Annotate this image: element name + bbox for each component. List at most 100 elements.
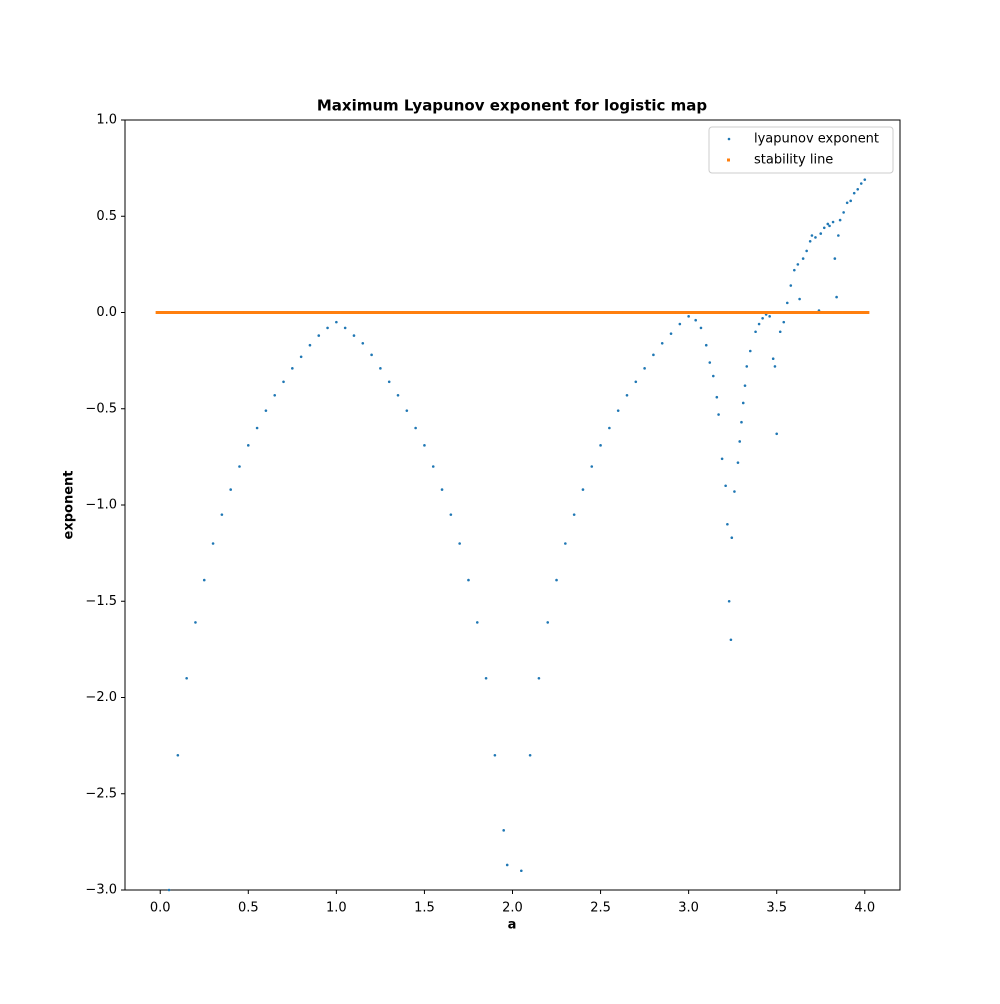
scatter-point — [728, 311, 738, 314]
scatter-point — [837, 234, 840, 237]
scatter-point — [798, 297, 801, 301]
scatter-point — [822, 226, 826, 230]
scatter-point — [648, 311, 659, 314]
scatter-point — [481, 311, 491, 314]
scatter-point — [740, 420, 743, 424]
plot-frame — [124, 119, 901, 891]
scatter-point — [176, 753, 180, 757]
scatter-point — [763, 311, 773, 314]
scatter-point — [780, 311, 791, 314]
scatter-point — [458, 542, 461, 545]
scatter-point — [384, 311, 394, 314]
scatter-point — [402, 311, 412, 314]
scatter-point — [446, 311, 456, 314]
y-tick-label: 0.0 — [96, 305, 117, 320]
scatter-point — [819, 232, 823, 235]
scatter-point — [669, 332, 673, 335]
legend-label: lyapunov exponent — [754, 132, 879, 147]
scatter-point — [724, 484, 727, 488]
scatter-point — [246, 444, 250, 447]
scatter-point — [616, 409, 620, 412]
scatter-point — [773, 365, 777, 368]
scatter-point — [771, 357, 775, 361]
scatter-point — [757, 322, 761, 326]
scatter-point — [282, 380, 285, 384]
scatter-point — [252, 311, 262, 314]
scatter-point — [778, 330, 782, 334]
scatter-point — [525, 311, 535, 314]
scatter-point — [587, 311, 597, 314]
scatter-point — [625, 393, 629, 397]
scatter-point — [736, 311, 747, 314]
scatter-point — [710, 311, 720, 314]
scatter-point — [842, 311, 852, 314]
scatter-point — [704, 343, 708, 347]
scatter-point — [692, 311, 703, 314]
scatter-point — [578, 311, 588, 314]
scatter-point — [808, 239, 812, 243]
scatter-point — [270, 311, 280, 314]
scatter-point — [564, 542, 567, 545]
scatter-point — [505, 863, 509, 867]
scatter-point — [842, 211, 845, 214]
scatter-point — [729, 638, 733, 642]
scatter-point — [613, 311, 623, 314]
scatter-point — [194, 621, 197, 624]
scatter-point — [833, 257, 837, 260]
x-axis-label: a — [508, 918, 517, 933]
scatter-point — [738, 440, 742, 443]
scatter-point — [299, 355, 303, 359]
legend-marker — [727, 158, 730, 162]
scatter-point — [475, 621, 479, 624]
scatter-point — [314, 311, 324, 314]
scatter-point — [796, 263, 800, 266]
x-tick-label: 2.5 — [590, 901, 611, 916]
legend-label: stability line — [754, 153, 833, 168]
scatter-point — [711, 374, 715, 378]
scatter-point — [699, 326, 703, 330]
scatter-point — [428, 311, 438, 314]
scatter-point — [859, 182, 863, 185]
scatter-point — [604, 311, 614, 314]
scatter-point — [202, 578, 206, 582]
scatter-point — [708, 361, 712, 364]
scatter-point — [340, 311, 350, 314]
chart-title: Maximum Lyapunov exponent for logistic m… — [317, 97, 708, 115]
scatter-point — [657, 311, 667, 314]
scatter-point — [255, 426, 259, 430]
scatter-point — [595, 311, 606, 314]
scatter-point — [217, 311, 227, 314]
scatter-point — [208, 311, 218, 314]
scatter-point — [516, 311, 526, 314]
scatter-point — [414, 426, 417, 430]
scatter-point — [608, 426, 611, 430]
scatter-point — [199, 311, 209, 314]
scatter-point — [331, 311, 341, 314]
scatter-point — [226, 311, 236, 314]
scatter-point — [631, 311, 641, 314]
scatter-point — [211, 542, 215, 545]
scatter-point — [775, 432, 779, 436]
scatter-point — [440, 488, 444, 491]
scatter-point — [528, 753, 532, 757]
scatter-point — [463, 311, 474, 314]
y-tick-label: −3.0 — [85, 883, 117, 898]
scatter-point — [660, 342, 664, 345]
scatter-point — [678, 322, 682, 326]
scatter-point — [499, 311, 509, 314]
scatter-point — [845, 201, 849, 205]
scatter-point — [717, 413, 720, 416]
scatter-point — [493, 753, 497, 757]
y-tick-label: −2.5 — [85, 786, 117, 801]
scatter-point — [358, 311, 368, 314]
y-tick-label: 1.0 — [96, 113, 117, 128]
scatter-point — [490, 311, 500, 314]
scatter-point — [720, 457, 724, 461]
y-axis-label: exponent — [62, 471, 77, 540]
x-tick-label: 4.0 — [854, 901, 875, 916]
legend-marker — [727, 137, 731, 141]
x-tick-label: 2.0 — [502, 901, 523, 916]
scatter-point — [361, 342, 365, 345]
scatter-point — [278, 311, 289, 314]
